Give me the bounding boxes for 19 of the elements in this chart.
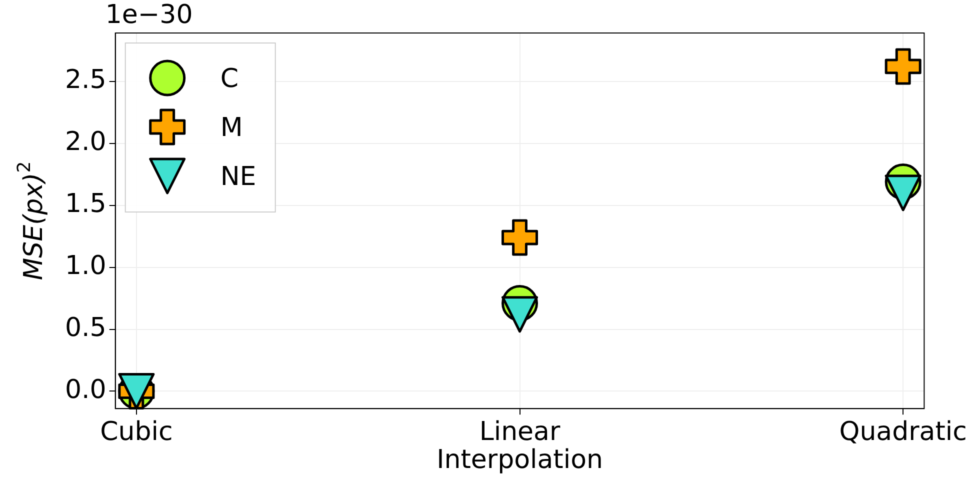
- point: [502, 296, 538, 333]
- legend-label: NE: [220, 162, 256, 192]
- y-tick-label: 2.5: [64, 65, 106, 96]
- text: 1e−30: [105, 0, 193, 30]
- point: [884, 48, 922, 85]
- y-tick-label: 1.5: [64, 189, 106, 220]
- y-tick-label: 0.5: [64, 313, 106, 344]
- y-tick-label: 2.0: [64, 127, 106, 158]
- legend-label: M: [220, 112, 243, 143]
- point: [502, 219, 538, 256]
- y-axis-title: MSE(px)2: [14, 161, 49, 280]
- x-tick-label: Linear: [479, 416, 560, 447]
- x-tick-label: Cubic: [100, 416, 173, 447]
- x-tick-label: Quadratic: [839, 416, 967, 447]
- y-tick-label: 0.0: [64, 374, 106, 405]
- x-axis-title: Interpolation: [436, 445, 603, 476]
- point: [884, 174, 922, 212]
- legend-label: C: [220, 64, 239, 94]
- y-tick-label: 1.0: [64, 251, 106, 282]
